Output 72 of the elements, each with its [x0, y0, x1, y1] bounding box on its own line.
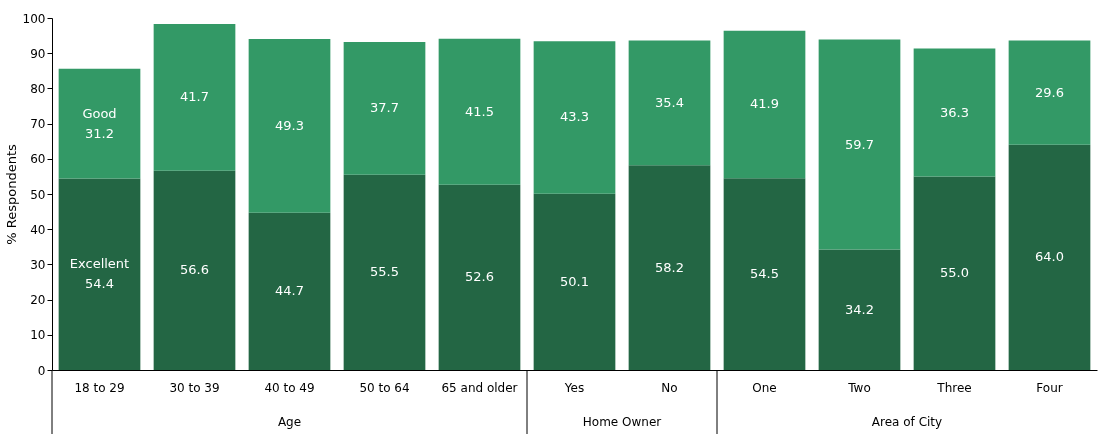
bar — [343, 174, 426, 370]
bar — [913, 176, 996, 370]
data-label: 52.6 — [465, 269, 494, 285]
y-tick-label: 30 — [30, 257, 46, 272]
data-label: 55.5 — [370, 264, 399, 280]
data-label: 56.6 — [180, 262, 209, 278]
data-label: 36.3 — [940, 104, 969, 120]
x-tick-label: 30 to 39 — [169, 380, 220, 395]
x-tick-label: Four — [1036, 380, 1063, 395]
bar — [438, 38, 521, 185]
x-tick-label: Three — [936, 380, 972, 395]
data-label: 41.5 — [465, 103, 494, 119]
bar — [723, 30, 806, 179]
y-tick-label: 70 — [30, 117, 46, 132]
x-tick-label: 50 to 64 — [359, 380, 410, 395]
data-label: 43.3 — [560, 109, 589, 125]
x-tick-label: 65 and older — [441, 380, 518, 395]
series-label: Excellent — [69, 256, 130, 272]
data-label: 37.7 — [370, 100, 399, 116]
bar — [628, 40, 711, 166]
data-label: 41.9 — [750, 96, 779, 112]
data-label: 54.4 — [85, 276, 114, 292]
y-tick-label: 20 — [30, 293, 46, 308]
data-label: 35.4 — [655, 94, 684, 110]
y-tick-label: 90 — [30, 46, 46, 61]
data-label: 58.2 — [655, 259, 684, 275]
bar — [248, 212, 331, 370]
data-label: 55.0 — [940, 265, 969, 281]
x-tick-label: One — [752, 380, 777, 395]
bar — [438, 184, 521, 370]
y-tick-label: 10 — [30, 328, 46, 343]
y-tick-label: 50 — [30, 187, 46, 202]
data-label: 44.7 — [275, 283, 304, 299]
bar — [628, 165, 711, 370]
text: Home Owner — [582, 415, 662, 429]
y-tick-label: 80 — [30, 81, 46, 96]
data-label: 59.7 — [845, 136, 874, 152]
x-tick-label: 40 to 49 — [264, 380, 315, 395]
bar — [248, 39, 331, 213]
data-label: 54.5 — [750, 266, 779, 282]
y-tick-label: 60 — [30, 152, 46, 167]
bar — [1008, 40, 1091, 145]
bar — [913, 48, 996, 177]
x-tick-label: Yes — [563, 380, 585, 395]
x-tick-label: 18 to 29 — [74, 380, 125, 395]
bar — [723, 178, 806, 370]
x-tick-label: Two — [847, 380, 871, 395]
data-label: 29.6 — [1035, 84, 1064, 100]
text: Age — [277, 415, 302, 429]
data-label: 34.2 — [845, 301, 874, 317]
bar — [153, 170, 236, 370]
data-label: 50.1 — [560, 273, 589, 289]
data-label: 49.3 — [275, 117, 304, 133]
bar — [1008, 144, 1091, 370]
y-tick-label: 40 — [30, 222, 46, 237]
bar — [153, 23, 236, 171]
bar — [58, 68, 141, 179]
series-label: Good — [82, 105, 117, 121]
x-tick-label: No — [661, 380, 678, 395]
bar — [818, 249, 901, 370]
bar — [533, 41, 616, 194]
bar — [818, 39, 901, 250]
data-label: 31.2 — [85, 125, 114, 141]
y-tick-label: 100 — [22, 11, 46, 26]
data-label: 41.7 — [180, 89, 209, 105]
y-axis-title: % Respondents — [3, 144, 19, 245]
y-tick-label: 0 — [37, 363, 46, 378]
text: Area of City — [871, 415, 943, 429]
bar — [343, 41, 426, 175]
bar — [533, 193, 616, 370]
data-label: 64.0 — [1035, 249, 1064, 265]
bar — [58, 178, 141, 370]
